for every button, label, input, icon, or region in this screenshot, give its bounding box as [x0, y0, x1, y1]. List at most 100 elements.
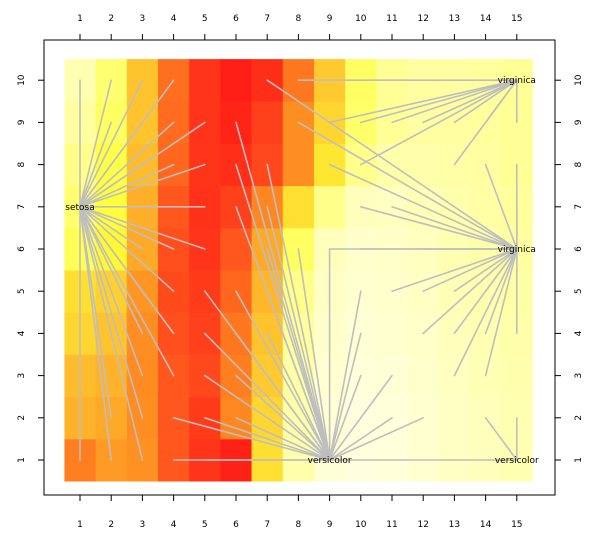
connector-line [235, 374, 331, 461]
x-tick-label-bottom: 15 [511, 520, 522, 530]
y-tick-label-left: 4 [17, 330, 27, 336]
x-tick-label-top: 1 [77, 14, 83, 24]
connector-line [359, 79, 518, 166]
y-tick-label-right: 5 [574, 288, 584, 294]
y-tick-label-left: 9 [17, 119, 27, 125]
y-tick-label-right: 2 [574, 415, 584, 421]
connector-line [422, 79, 518, 124]
plot-frame [43, 39, 556, 496]
x-tick-label-top: 15 [511, 14, 522, 24]
connector-line [422, 248, 518, 335]
connector-line [484, 163, 518, 250]
annotation-label: virginica [498, 76, 536, 86]
connector-line [328, 374, 393, 461]
heatmap-cell [282, 185, 315, 229]
connector-line [422, 248, 518, 293]
connector-line [484, 416, 518, 461]
connector-line [328, 290, 362, 461]
connector-line [359, 206, 518, 250]
y-tick-label-left: 6 [17, 246, 27, 252]
annotation-label: versicolor [308, 456, 352, 466]
x-tick-label-top: 2 [108, 14, 114, 24]
connector-line [79, 206, 112, 461]
x-tick-label-bottom: 10 [355, 520, 367, 530]
x-tick-label-top: 5 [202, 14, 208, 24]
connector-line [484, 248, 518, 293]
connector-line [79, 121, 175, 208]
heatmap-cell [501, 354, 533, 398]
x-tick-label-bottom: 11 [386, 520, 397, 530]
connector-line [453, 248, 518, 377]
y-tick-label-right: 1 [574, 457, 584, 463]
connector-line [328, 416, 393, 461]
connector-lines [79, 79, 518, 461]
heatmap-cell [376, 312, 408, 355]
x-tick-label-top: 3 [140, 14, 146, 24]
connector-line [204, 332, 331, 461]
connector-line [235, 416, 331, 461]
connector-line [328, 374, 362, 461]
connector-line [235, 290, 331, 461]
annotation-labels: setosa virginica virginica versicolor versic… [65, 76, 539, 466]
heatmap-cell [470, 185, 502, 229]
connector-line [453, 248, 518, 293]
heatmap-cell [314, 185, 346, 229]
y-tick-label-left: 5 [17, 288, 27, 294]
connector-line [328, 332, 362, 461]
connector-line [266, 332, 331, 461]
connector-line [235, 121, 331, 461]
heatmap-cell [407, 354, 440, 398]
x-tick-label-top: 13 [449, 14, 460, 24]
x-tick-label-bottom: 3 [140, 520, 146, 530]
connector-line [484, 248, 518, 335]
y-tick-label-left: 10 [17, 74, 27, 86]
connector-line [79, 121, 144, 208]
connector-line [79, 206, 144, 377]
connector-line [79, 163, 206, 208]
connector-line [79, 206, 144, 419]
connector-line [79, 163, 175, 208]
connector-line [79, 206, 144, 250]
x-tick-label-bottom: 6 [233, 520, 239, 530]
connector-line [204, 374, 331, 461]
connector-line [235, 332, 331, 461]
x-tick-label-top: 7 [264, 14, 270, 24]
heatmap-cell [438, 396, 471, 440]
x-tick-label-bottom: 14 [480, 520, 492, 530]
y-tick-label-right: 6 [574, 246, 584, 252]
x-tick-label-bottom: 13 [449, 520, 460, 530]
heatmap-cell [220, 227, 252, 271]
x-tick-label-bottom: 12 [417, 520, 428, 530]
annotation-label: versicolor [495, 456, 539, 466]
connector-line [391, 79, 518, 124]
x-tick-label-top: 14 [480, 14, 492, 24]
x-tick-label-bottom: 4 [171, 520, 177, 530]
y-tick-label-right: 4 [574, 330, 584, 336]
x-tick-label-bottom: 9 [327, 520, 333, 530]
heatmap-cell [407, 143, 440, 187]
connector-line [266, 79, 518, 250]
y-tick-label-left: 3 [17, 373, 27, 379]
annotation-label: virginica [498, 245, 536, 255]
y-tick-label-right: 8 [574, 161, 584, 167]
x-tick-label-top: 11 [386, 14, 397, 24]
x-tick-label-bottom: 8 [296, 520, 302, 530]
y-tick-label-right: 7 [574, 204, 584, 210]
connector-line [453, 79, 518, 166]
x-tick-label-top: 9 [327, 14, 333, 24]
axes: 1122334455667788991010111112121313141415… [17, 14, 584, 530]
heatmap-cell [282, 143, 315, 187]
connector-line [79, 206, 175, 377]
y-tick-label-left: 1 [17, 457, 27, 463]
connector-line [235, 163, 331, 461]
connector-line [297, 248, 331, 461]
connector-line [79, 206, 206, 250]
annotation-label: setosa [65, 203, 94, 213]
connector-line [484, 248, 518, 377]
connector-line [328, 163, 518, 250]
connector-line [266, 163, 331, 461]
connector-line [79, 206, 175, 250]
connector-line [359, 79, 518, 124]
y-tick-label-left: 2 [17, 415, 27, 421]
